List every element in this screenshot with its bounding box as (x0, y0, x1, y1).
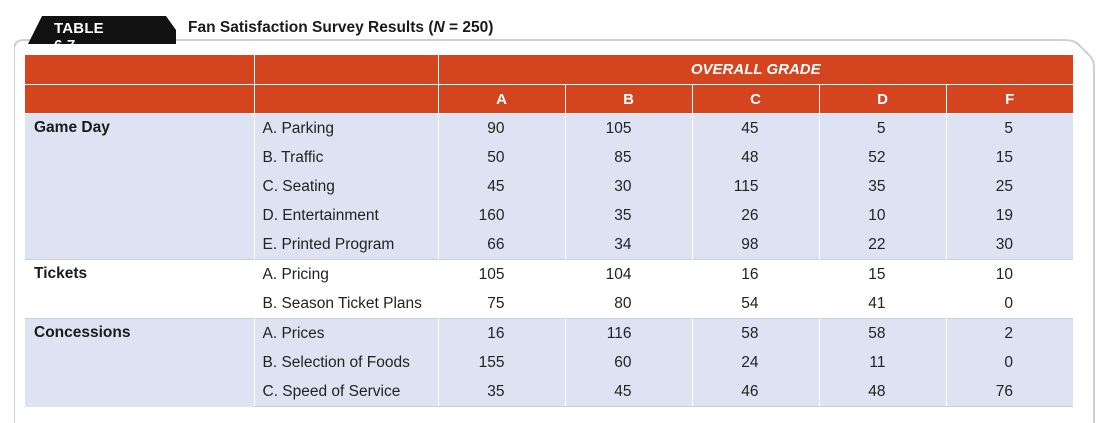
table-row: Tickets A. Pricing 105 104 16 15 10 (25, 259, 1073, 319)
header-empty-cell (25, 55, 254, 85)
count-cell-grade-f: 5 (945, 113, 1073, 143)
item-label: A. Parking (253, 113, 438, 143)
item-label: C. Speed of Service (253, 377, 438, 407)
count-cell-grade-b: 30 (564, 172, 692, 201)
count-cell-grade-b: 85 (564, 143, 692, 172)
item-label: B. Selection of Foods (253, 348, 438, 377)
count-cell-grade-c: 24 (691, 348, 819, 377)
count-cell-grade-f: 25 (945, 172, 1073, 201)
table-row: C. Speed of Service 35 45 46 48 76 (25, 377, 1073, 407)
item-label: B. Season Ticket Plans (253, 289, 438, 319)
grade-header-b: B (564, 84, 692, 114)
caption-suffix: = 250) (444, 19, 494, 36)
count-cell-grade-c: 26 (691, 201, 819, 230)
count-cell-grade-d: 48 (818, 377, 946, 407)
table-row: B. Traffic 50 85 48 52 15 (25, 143, 1073, 172)
count-cell-grade-b: 60 (564, 348, 692, 377)
header-row-group: OVERALL GRADE (25, 55, 1073, 85)
count-cell-grade-d: 22 (818, 230, 946, 260)
table-row: B. Season Ticket Plans 75 80 54 41 0 (25, 289, 1073, 319)
count-cell-grade-b: 34 (564, 230, 692, 260)
count-cell-grade-f: 0 (945, 289, 1073, 319)
header-empty-cell (253, 84, 438, 114)
category-label: Game Day (25, 113, 254, 260)
grade-header-a: A (437, 84, 565, 114)
count-cell-grade-c: 58 (691, 318, 819, 348)
grade-header-c: C (691, 84, 819, 114)
table-row: E. Printed Program 66 34 98 22 30 (25, 230, 1073, 260)
item-label: A. Pricing (253, 259, 438, 289)
count-cell-grade-c: 16 (691, 259, 819, 289)
count-cell-grade-c: 115 (691, 172, 819, 201)
table-row: D. Entertainment 160 35 26 10 19 (25, 201, 1073, 230)
count-cell-grade-f: 15 (945, 143, 1073, 172)
count-cell-grade-a: 75 (437, 289, 565, 319)
item-label: B. Traffic (253, 143, 438, 172)
count-cell-grade-d: 35 (818, 172, 946, 201)
count-cell-grade-f: 19 (945, 201, 1073, 230)
count-cell-grade-b: 35 (564, 201, 692, 230)
count-cell-grade-a: 155 (437, 348, 565, 377)
count-cell-grade-b: 105 (564, 113, 692, 143)
caption-prefix: Fan Satisfaction Survey Results ( (188, 19, 434, 36)
table-frame-outline (14, 39, 1095, 423)
item-label: A. Prices (253, 318, 438, 348)
count-cell-grade-a: 160 (437, 201, 565, 230)
count-cell-grade-f: 2 (945, 318, 1073, 348)
count-cell-grade-f: 0 (945, 348, 1073, 377)
count-cell-grade-a: 105 (437, 259, 565, 289)
count-cell-grade-d: 5 (818, 113, 946, 143)
item-label: E. Printed Program (253, 230, 438, 260)
header-row-grades: A B C D F (25, 84, 1073, 114)
table-body: Game Day A. Parking 90 105 45 5 5 B. Traffic 50 8… (25, 113, 1073, 407)
count-cell-grade-f: 30 (945, 230, 1073, 260)
table-row: Concessions A. Prices 16 116 58 58 2 (25, 318, 1073, 407)
count-cell-grade-c: 46 (691, 377, 819, 407)
count-cell-grade-b: 116 (564, 318, 692, 348)
grade-header-d: D (818, 84, 946, 114)
count-cell-grade-a: 90 (437, 113, 565, 143)
count-cell-grade-f: 10 (945, 259, 1073, 289)
item-label: C. Seating (253, 172, 438, 201)
category-label: Tickets (25, 259, 254, 319)
table-row: C. Seating 45 30 115 35 25 (25, 172, 1073, 201)
count-cell-grade-a: 66 (437, 230, 565, 260)
count-cell-grade-b: 45 (564, 377, 692, 407)
item-label: D. Entertainment (253, 201, 438, 230)
count-cell-grade-d: 15 (818, 259, 946, 289)
count-cell-grade-b: 104 (564, 259, 692, 289)
count-cell-grade-a: 35 (437, 377, 565, 407)
overall-grade-header: OVERALL GRADE (437, 55, 1073, 85)
count-cell-grade-a: 50 (437, 143, 565, 172)
survey-table: OVERALL GRADE A B C D F Game Day A. Parki… (25, 55, 1073, 407)
count-cell-grade-d: 11 (818, 348, 946, 377)
header-empty-cell (253, 55, 438, 85)
count-cell-grade-c: 98 (691, 230, 819, 260)
caption-n-symbol: N (433, 19, 445, 36)
category-label: Concessions (25, 318, 254, 407)
count-cell-grade-c: 54 (691, 289, 819, 319)
table-row: B. Selection of Foods 155 60 24 11 0 (25, 348, 1073, 377)
grade-header-f: F (945, 84, 1073, 114)
count-cell-grade-a: 45 (437, 172, 565, 201)
count-cell-grade-f: 76 (945, 377, 1073, 407)
table-number-label: TABLE 6.7 (54, 20, 104, 54)
count-cell-grade-d: 58 (818, 318, 946, 348)
table-caption: Fan Satisfaction Survey Results (N = 250… (188, 19, 493, 37)
count-cell-grade-c: 45 (691, 113, 819, 143)
table-row: Game Day A. Parking 90 105 45 5 5 (25, 113, 1073, 260)
count-cell-grade-d: 41 (818, 289, 946, 319)
count-cell-grade-d: 10 (818, 201, 946, 230)
header-empty-cell (25, 84, 254, 114)
count-cell-grade-b: 80 (564, 289, 692, 319)
count-cell-grade-a: 16 (437, 318, 565, 348)
count-cell-grade-d: 52 (818, 143, 946, 172)
count-cell-grade-c: 48 (691, 143, 819, 172)
